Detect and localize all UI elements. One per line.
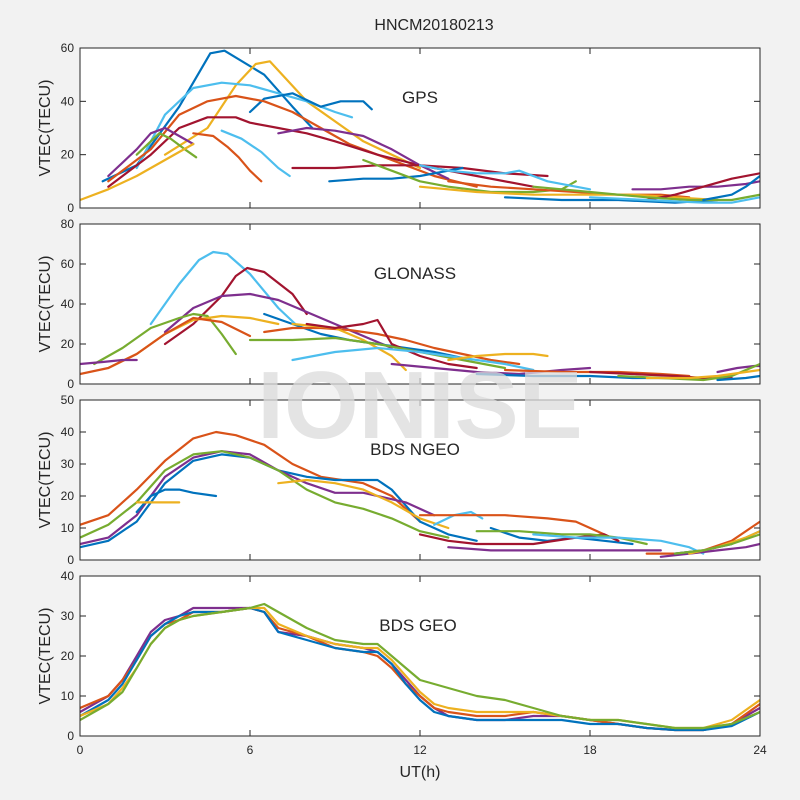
y-tick-label: 0 (67, 377, 74, 391)
plot-area (80, 224, 760, 384)
y-tick-label: 30 (61, 457, 75, 471)
series-line-10 (418, 514, 620, 542)
series-line-4 (93, 312, 237, 366)
plot-area (80, 576, 760, 736)
y-tick-label: 60 (61, 41, 75, 55)
series-group (80, 250, 760, 382)
panel-gps: 0 20 40 60 VTEC(TECU) GPS (37, 41, 761, 215)
series-line-4 (248, 92, 373, 114)
y-tick-label: 40 (61, 297, 75, 311)
series-line-23 (702, 174, 760, 202)
series-line-3 (80, 450, 436, 546)
x-tick-label: 0 (77, 743, 84, 757)
series-line-16 (503, 368, 691, 378)
series-line-21 (532, 185, 760, 202)
y-axis-label: VTEC(TECU) (37, 432, 54, 529)
y-tick-label: 40 (61, 569, 75, 583)
figure-title: HNCM20180213 (374, 17, 493, 34)
y-tick-label: 80 (61, 217, 75, 231)
y-tick-label: 20 (61, 337, 75, 351)
panel-bds-geo: 0 10 20 30 40 0 6 12 18 24 VTEC(TECU) BDS GEO (37, 569, 767, 757)
series-line-24 (80, 142, 195, 202)
y-tick-label: 20 (61, 148, 75, 162)
series-line-22 (588, 196, 760, 204)
y-tick-label: 0 (67, 729, 74, 743)
x-axis-label: UT(h) (400, 764, 441, 781)
series-line-7 (135, 132, 198, 159)
y-tick-label: 30 (61, 609, 75, 623)
series-line-10 (305, 318, 478, 370)
y-tick-label: 60 (61, 257, 75, 271)
y-tick-label: 20 (61, 649, 75, 663)
series-group (80, 49, 760, 204)
x-tick-label: 12 (413, 743, 427, 757)
series-line-13 (447, 352, 549, 362)
series-line-3 (80, 606, 760, 732)
series-line-9 (192, 132, 263, 183)
series-line-8 (107, 126, 195, 178)
series-line-19 (673, 533, 760, 555)
y-tick-label: 10 (61, 689, 75, 703)
series-line-11 (220, 129, 291, 178)
series-line-21 (80, 358, 138, 366)
series-line-16 (659, 542, 760, 558)
panel-label: GPS (402, 88, 438, 107)
series-line-1 (80, 430, 422, 526)
y-axis-label: VTEC(TECU) (37, 608, 54, 705)
series-group (80, 602, 760, 732)
series-line-11 (248, 336, 507, 370)
y-tick-label: 40 (61, 425, 75, 439)
series-line-3 (163, 292, 393, 350)
x-tick-label: 6 (247, 743, 254, 757)
y-axis-label: VTEC(TECU) (37, 80, 54, 177)
x-tick-label: 24 (753, 743, 767, 757)
series-line-7 (277, 478, 450, 530)
series-line-14 (447, 546, 662, 552)
y-tick-label: 0 (67, 553, 74, 567)
y-tick-label: 10 (61, 521, 75, 535)
panel-bds-ngeo: 0 10 20 30 40 50 VTEC(TECU) BDS NGEO (37, 393, 761, 567)
y-tick-label: 0 (67, 201, 74, 215)
y-tick-label: 40 (61, 94, 75, 108)
series-line-3 (135, 81, 354, 170)
series-line-6 (80, 316, 252, 376)
series-line-5 (80, 602, 760, 730)
series-line-20 (645, 368, 760, 380)
series-line-22 (716, 374, 760, 382)
series-line-15 (418, 164, 592, 191)
panel-label: GLONASS (374, 264, 456, 283)
panel-label: BDS NGEO (370, 440, 460, 459)
series-line-1 (149, 250, 297, 326)
series-line-14 (390, 362, 592, 376)
y-tick-label: 50 (61, 393, 75, 407)
watermark: IONISE (257, 352, 582, 459)
series-line-5 (135, 488, 218, 514)
series-line-20 (645, 172, 760, 202)
x-tick-label: 18 (583, 743, 597, 757)
panel-glonass: 0 20 40 60 80 VTEC(TECU) GLONASS (37, 217, 761, 391)
series-group (80, 430, 760, 558)
series-line-17 (418, 185, 719, 202)
series-line-16 (447, 180, 691, 199)
series-line-12 (291, 346, 535, 372)
y-axis-label: VTEC(TECU) (37, 256, 54, 353)
panel-label: BDS GEO (379, 616, 456, 635)
series-line-13 (532, 533, 705, 555)
series-line-4 (80, 450, 450, 539)
y-tick-label: 20 (61, 489, 75, 503)
